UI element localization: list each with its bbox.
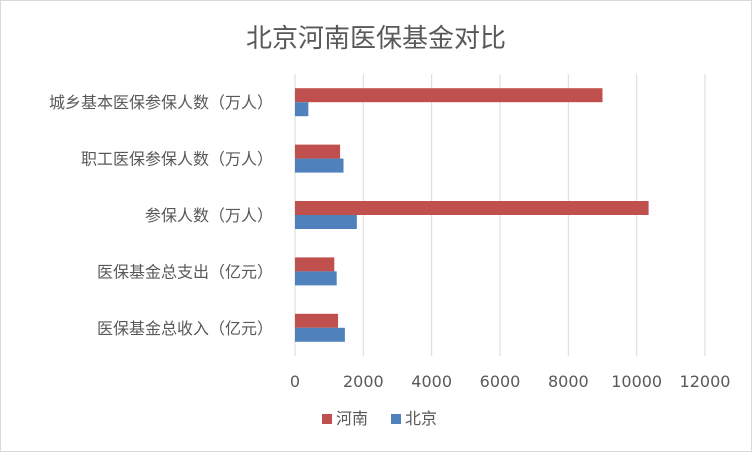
x-tick-label: 4000: [411, 372, 452, 391]
x-tick-label: 12000: [680, 372, 731, 391]
x-tick-label: 0: [290, 372, 300, 391]
category-label: 职工医保参保人数（万人）: [81, 150, 273, 169]
chart-title: 北京河南医保基金对比: [246, 24, 506, 54]
bar-henan: [295, 144, 341, 159]
bar-henan: [295, 201, 649, 215]
bar-beijing: [295, 271, 337, 286]
category-label: 参保人数（万人）: [145, 206, 273, 225]
x-tick-label: 2000: [343, 372, 384, 391]
bar-henan: [295, 313, 339, 328]
bar-henan: [295, 257, 335, 272]
legend-label: 北京: [405, 409, 437, 428]
bar-beijing: [295, 158, 344, 173]
bar-beijing: [295, 327, 345, 342]
legend-swatch: [391, 414, 401, 424]
category-label: 城乡基本医保参保人数（万人）: [49, 93, 273, 112]
x-tick-label: 10000: [611, 372, 662, 391]
bar-beijing: [295, 102, 309, 117]
x-tick-label: 8000: [548, 372, 589, 391]
bar-henan: [295, 88, 603, 103]
x-tick-labels: 0 2000 4000 6000 8000 10000 12000: [290, 372, 731, 391]
category-labels: 城乡基本医保参保人数（万人） 职工医保参保人数（万人） 参保人数（万人） 医保基金总支…: [49, 93, 273, 338]
bar-beijing: [295, 215, 357, 229]
legend-label: 河南: [336, 409, 368, 428]
legend-swatch: [322, 414, 332, 424]
bars: [295, 88, 649, 342]
x-tick-label: 6000: [480, 372, 521, 391]
category-label: 医保基金总收入（亿元）: [97, 319, 273, 338]
category-label: 医保基金总支出（亿元）: [97, 262, 273, 281]
legend: 河南 北京: [322, 409, 437, 428]
